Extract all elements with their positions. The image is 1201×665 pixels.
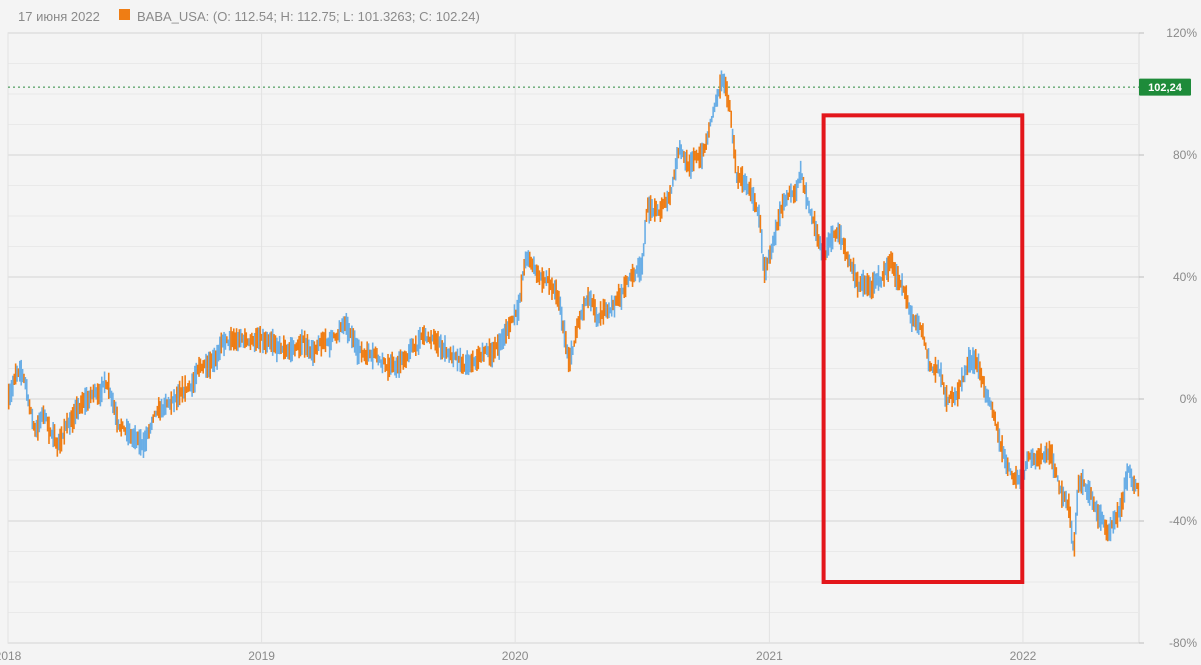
y-tick-label: 0% <box>1180 392 1198 406</box>
series-ohlc-info: BABA_USA: (O: 112.54; H: 112.75; L: 101.… <box>137 9 480 24</box>
highlight-box <box>821 113 1025 584</box>
x-tick-label: 2019 <box>248 649 275 663</box>
x-tick-label: 2021 <box>756 649 783 663</box>
chart-header: 17 июня 2022 BABA_USA: (O: 112.54; H: 11… <box>0 0 1201 32</box>
y-tick-label: 40% <box>1173 270 1197 284</box>
price-badge-label: 102,24 <box>1148 82 1183 94</box>
y-tick-label: 80% <box>1173 148 1197 162</box>
date-label: 17 июня 2022 <box>18 9 100 24</box>
price-series-bars <box>7 70 1140 557</box>
x-tick-label: 2018 <box>0 649 22 663</box>
y-tick-label: -40% <box>1169 514 1197 528</box>
grid-lines <box>7 32 1139 644</box>
x-tick-label: 2020 <box>502 649 529 663</box>
series-color-swatch <box>119 9 130 20</box>
y-axis: 120% 80% 40% 0% -40% -80% <box>1139 26 1197 650</box>
y-tick-label: -80% <box>1169 636 1197 650</box>
y-tick-label: 120% <box>1166 26 1197 40</box>
x-tick-label: 2022 <box>1010 649 1037 663</box>
x-axis: 2018 2019 2020 2021 2022 <box>0 649 1037 663</box>
current-price-badge: 102,24 <box>1139 78 1191 96</box>
price-badge-background <box>1139 78 1191 96</box>
